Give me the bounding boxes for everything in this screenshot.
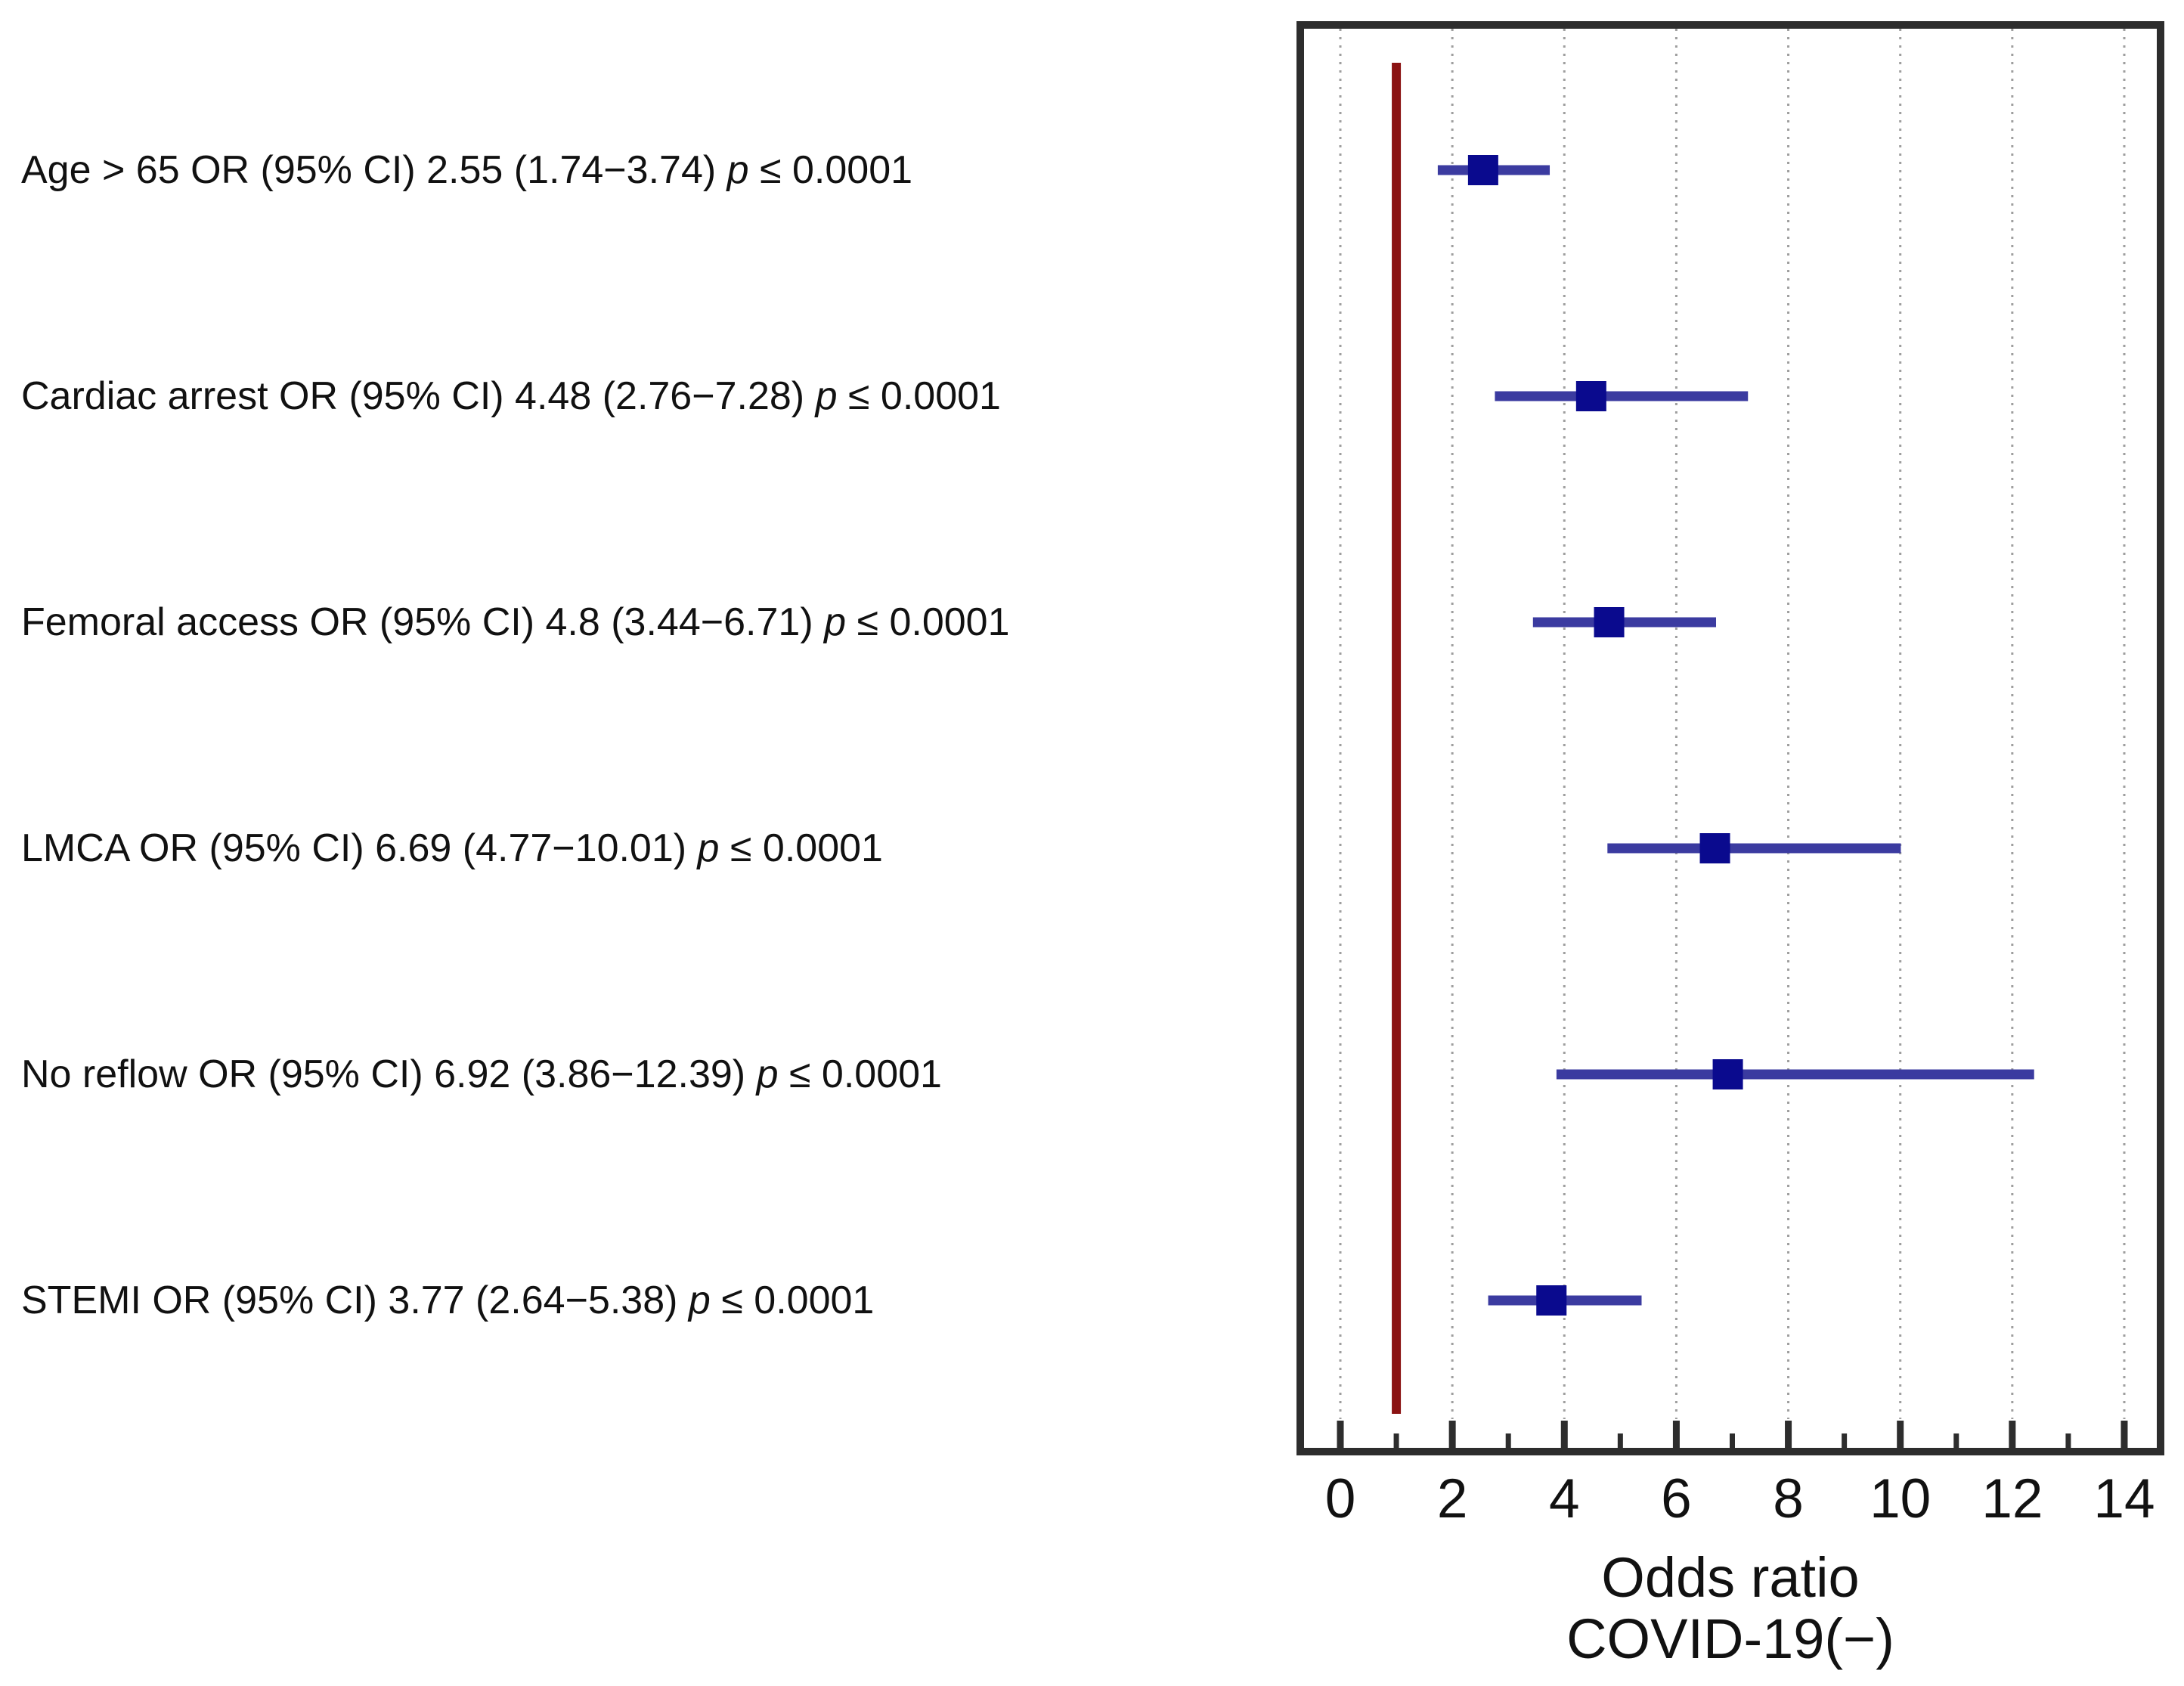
row-label: Cardiac arrest OR (95% CI) 4.48 (2.76−7.… bbox=[21, 374, 1001, 418]
x-tick-label: 0 bbox=[1324, 1468, 1356, 1529]
row-label: Age > 65 OR (95% CI) 2.55 (1.74−3.74) p … bbox=[21, 148, 913, 192]
x-tick-label: 14 bbox=[2093, 1468, 2155, 1529]
or-marker bbox=[1536, 1285, 1567, 1316]
p-symbol: p bbox=[756, 1052, 779, 1096]
row-label: STEMI OR (95% CI) 3.77 (2.64−5.38) p ≤ 0… bbox=[21, 1278, 875, 1322]
p-symbol: p bbox=[726, 148, 749, 192]
p-symbol: p bbox=[688, 1278, 711, 1322]
p-symbol: p bbox=[815, 374, 838, 418]
plot-border bbox=[1296, 21, 2164, 1455]
row-label: LMCA OR (95% CI) 6.69 (4.77−10.01) p ≤ 0… bbox=[21, 826, 883, 870]
x-axis-title-line2: COVID-19(−) bbox=[1566, 1607, 1894, 1670]
or-marker bbox=[1699, 833, 1730, 863]
row-label: Femoral access OR (95% CI) 4.8 (3.44−6.7… bbox=[21, 600, 1010, 644]
x-tick-label: 8 bbox=[1773, 1468, 1804, 1529]
or-marker bbox=[1594, 607, 1625, 637]
p-symbol: p bbox=[697, 826, 720, 870]
or-marker bbox=[1467, 155, 1498, 185]
x-tick-label: 4 bbox=[1548, 1468, 1580, 1529]
plot-area bbox=[1296, 21, 2164, 1455]
x-axis-title: Odds ratio COVID-19(−) bbox=[1566, 1547, 1894, 1669]
p-symbol: p bbox=[824, 600, 847, 644]
row-label: No reflow OR (95% CI) 6.92 (3.86−12.39) … bbox=[21, 1052, 942, 1096]
x-axis-title-line1: Odds ratio bbox=[1601, 1546, 1860, 1609]
x-tick-label: 6 bbox=[1661, 1468, 1692, 1529]
x-tick-label: 10 bbox=[1870, 1468, 1932, 1529]
x-tick-label: 12 bbox=[1981, 1468, 2043, 1529]
or-marker bbox=[1712, 1059, 1743, 1089]
or-marker bbox=[1575, 381, 1606, 411]
x-tick-label: 2 bbox=[1436, 1468, 1468, 1529]
